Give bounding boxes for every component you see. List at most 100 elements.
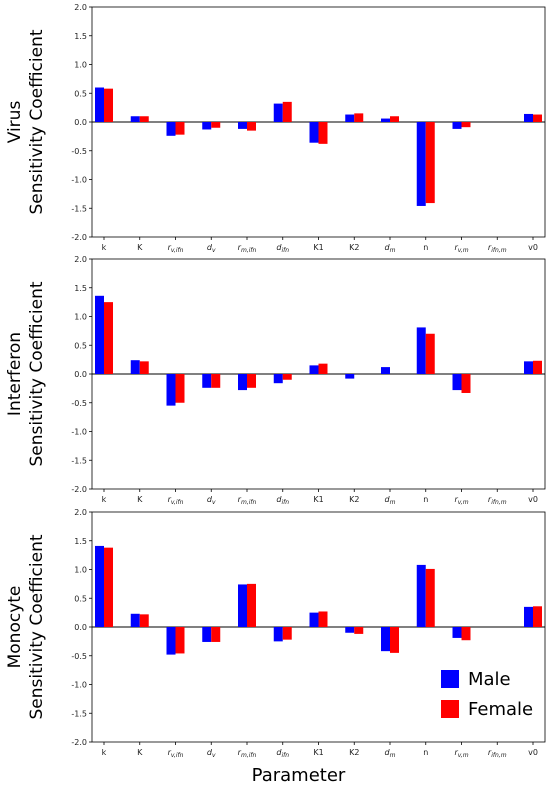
x-tick-label: rv,m: [454, 495, 468, 506]
bar-female: [247, 583, 256, 627]
bar-female: [354, 627, 364, 634]
y-axis-label-line2: Sensitivity Coefficient: [27, 534, 47, 719]
bar-male: [95, 87, 104, 122]
y-axis-label-line1: Interferon: [5, 332, 25, 416]
x-tick-label: rm,ifn: [238, 243, 257, 254]
bar-female: [318, 363, 328, 374]
bar-male: [273, 103, 283, 122]
bar-male: [202, 122, 212, 130]
y-tick-label: -1.5: [71, 204, 87, 213]
bar-male: [202, 374, 212, 388]
x-tick-label: rv,m: [454, 748, 468, 759]
bar-female: [425, 122, 435, 204]
x-tick-label: rifn,m: [488, 495, 507, 506]
bar-male: [309, 612, 319, 627]
bar-female: [533, 114, 542, 122]
x-tick-label: n: [423, 495, 428, 504]
x-tick-label: k: [102, 495, 107, 504]
x-tick-label: K: [137, 748, 143, 757]
bar-male: [238, 122, 247, 129]
x-tick-label: difn: [276, 748, 289, 759]
y-tick-label: 2.0: [74, 508, 87, 517]
bar-female: [318, 122, 328, 144]
bar-female: [211, 374, 221, 388]
bar-male: [345, 374, 355, 379]
bar-female: [139, 361, 149, 374]
bar-male: [452, 122, 462, 129]
x-tick-label: difn: [276, 243, 289, 254]
bar-female: [211, 122, 221, 128]
x-tick-label: rifn,m: [488, 748, 507, 759]
y-axis-label-line1: Monocyte: [5, 586, 25, 669]
bar-female: [461, 374, 471, 393]
y-axis-label-line2: Sensitivity Coefficient: [27, 29, 47, 214]
bar-male: [202, 627, 212, 642]
x-tick-label: rm,ifn: [238, 495, 257, 506]
x-tick-label: K1: [313, 748, 323, 757]
x-tick-label: v0: [528, 748, 538, 757]
bar-female: [318, 611, 328, 627]
y-tick-label: -1.0: [71, 176, 87, 185]
bar-male: [416, 327, 426, 374]
x-tick-label: rv,m: [454, 243, 468, 254]
x-axis-label: Parameter: [252, 765, 346, 786]
bar-male: [381, 367, 390, 374]
y-axis-label-line1: Virus: [5, 101, 25, 144]
y-tick-label: 1.0: [74, 313, 87, 322]
bar-female: [104, 302, 113, 374]
bar-female: [175, 374, 185, 403]
y-tick-label: -2.0: [71, 738, 87, 747]
bar-female: [282, 374, 292, 380]
bar-male: [524, 361, 533, 374]
bar-female: [282, 627, 292, 640]
x-tick-label: v0: [528, 495, 538, 504]
x-tick-label: K1: [313, 495, 323, 504]
bar-female: [282, 101, 292, 122]
bar-male: [95, 545, 104, 627]
y-tick-label: 0.0: [74, 370, 87, 379]
y-tick-label: 0.5: [74, 341, 87, 350]
bar-female: [139, 116, 149, 122]
legend-label-male: Male: [468, 669, 511, 690]
bar-male: [524, 113, 533, 122]
x-tick-label: v0: [528, 243, 538, 252]
y-tick-label: -1.5: [71, 456, 87, 465]
bar-male: [309, 365, 319, 374]
x-tick-label: dv: [207, 495, 216, 506]
y-tick-label: 0.0: [74, 118, 87, 127]
y-tick-label: -2.0: [71, 485, 87, 494]
x-tick-label: rv,ifn: [168, 495, 184, 506]
bar-female: [461, 627, 471, 641]
legend-swatch-female: [441, 700, 459, 718]
y-tick-label: 0.0: [74, 623, 87, 632]
x-tick-label: n: [423, 748, 428, 757]
bar-female: [104, 547, 113, 627]
x-tick-label: K: [137, 495, 143, 504]
bar-female: [425, 568, 435, 627]
bar-male: [345, 627, 355, 633]
bar-male: [238, 584, 247, 627]
x-tick-label: dv: [207, 243, 216, 254]
bar-male: [524, 606, 533, 627]
y-tick-label: -2.0: [71, 233, 87, 242]
y-axis-label-line2: Sensitivity Coefficient: [27, 281, 47, 466]
y-tick-label: 0.5: [74, 594, 87, 603]
x-tick-label: K2: [349, 495, 359, 504]
bar-female: [425, 333, 435, 374]
y-tick-label: 1.5: [74, 537, 87, 546]
bar-female: [533, 360, 542, 374]
bar-male: [381, 118, 390, 122]
x-tick-label: k: [102, 748, 107, 757]
y-tick-label: -0.5: [71, 399, 87, 408]
x-tick-label: rifn,m: [488, 243, 507, 254]
x-tick-label: K: [137, 243, 143, 252]
bar-female: [533, 606, 542, 627]
y-tick-label: 1.0: [74, 61, 87, 70]
bar-female: [247, 122, 256, 131]
y-tick-label: -0.5: [71, 147, 87, 156]
bar-male: [273, 374, 283, 384]
